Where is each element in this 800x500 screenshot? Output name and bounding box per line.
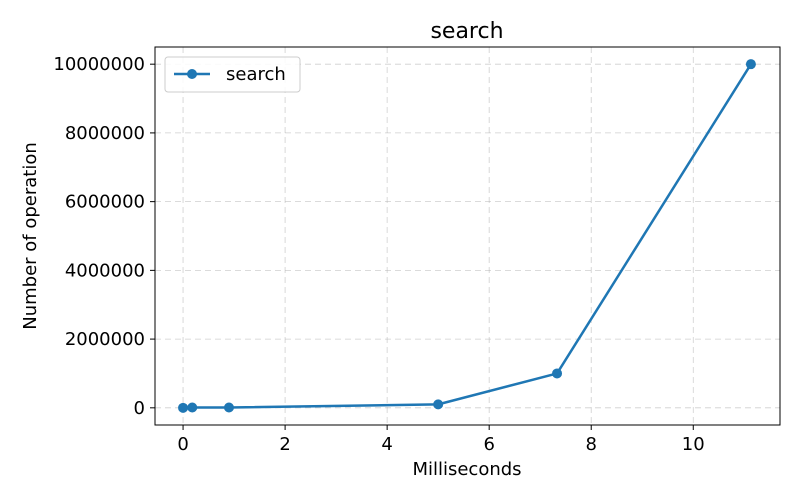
y-tick-label: 6000000 bbox=[65, 192, 145, 213]
series-line bbox=[183, 63, 752, 410]
grid bbox=[155, 47, 780, 425]
x-tick-label: 4 bbox=[381, 434, 392, 455]
data-point bbox=[187, 402, 198, 413]
y-axis: 0 2000000 4000000 6000000 8000000 10000000 bbox=[53, 54, 155, 419]
x-tick-label: 8 bbox=[585, 434, 596, 455]
data-point bbox=[552, 368, 563, 379]
y-tick-label: 10000000 bbox=[53, 54, 145, 75]
y-axis-label: Number of operation bbox=[20, 142, 41, 330]
legend-marker-swatch bbox=[187, 69, 197, 79]
legend-box bbox=[164, 56, 301, 93]
x-axis-label: Milliseconds bbox=[412, 459, 521, 480]
legend-label: search bbox=[226, 64, 286, 85]
x-tick-label: 0 bbox=[177, 434, 188, 455]
series-layer bbox=[178, 59, 756, 413]
y-tick-label: 8000000 bbox=[65, 123, 145, 144]
data-point bbox=[178, 402, 189, 413]
data-point bbox=[433, 399, 444, 410]
x-tick-label: 10 bbox=[682, 434, 705, 455]
data-point bbox=[223, 402, 234, 413]
y-tick-label: 4000000 bbox=[65, 260, 145, 281]
data-point bbox=[745, 59, 756, 70]
x-tick-label: 6 bbox=[483, 434, 494, 455]
x-tick-label: 2 bbox=[279, 434, 290, 455]
chart-title: search bbox=[430, 19, 503, 44]
y-tick-label: 0 bbox=[134, 398, 145, 419]
legend: search bbox=[164, 56, 301, 93]
x-axis: 0 2 4 6 8 10 bbox=[177, 425, 705, 455]
y-tick-label: 2000000 bbox=[65, 329, 145, 350]
plot-area bbox=[154, 46, 781, 426]
